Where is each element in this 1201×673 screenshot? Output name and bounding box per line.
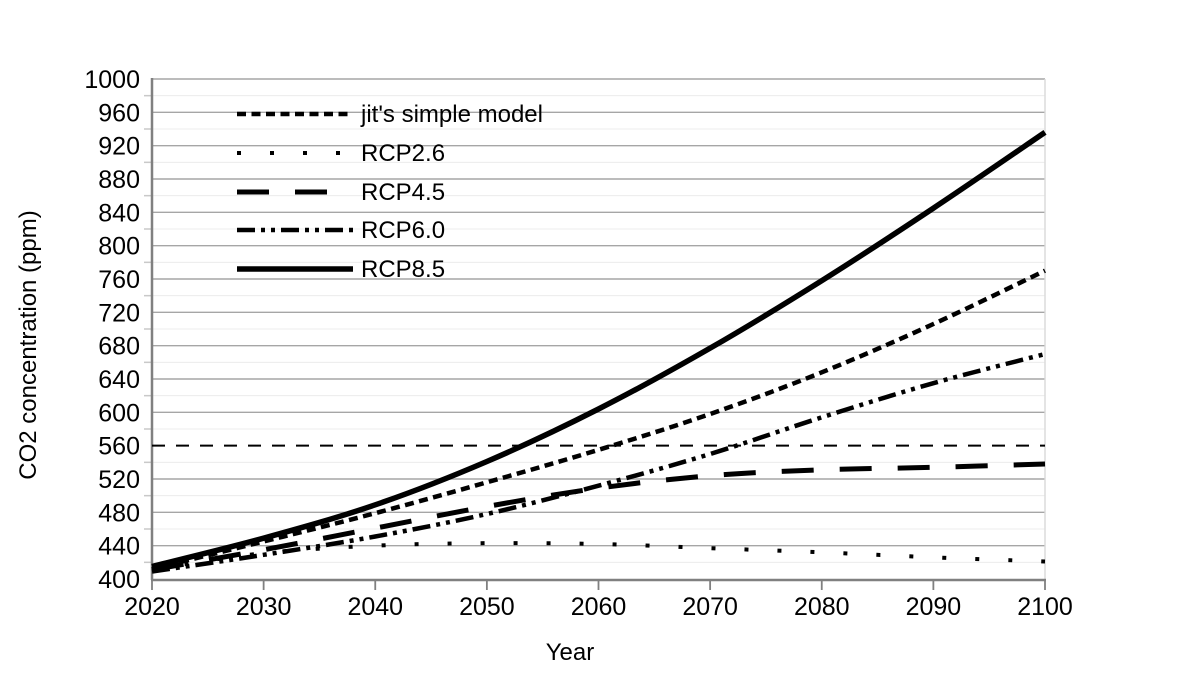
y-tick-label: 440 (98, 533, 140, 561)
y-axis-title: CO2 concentration (ppm) (15, 210, 42, 479)
y-tick-label: 840 (98, 199, 140, 227)
legend-item-rcp6-0: RCP6.0 (237, 217, 445, 244)
x-tick-label: 2080 (794, 593, 850, 621)
series-line-rcp6-0 (151, 351, 1046, 574)
y-tick-label: 480 (98, 499, 140, 527)
y-tick-label: 960 (98, 99, 140, 127)
legend-layer: jit's simple model RCP2.6 RCP4.5 RCP6.0 RCP8… (237, 101, 543, 283)
y-tick-label: 560 (98, 433, 140, 461)
series-layer (151, 130, 1047, 574)
x-tick-label: 2060 (571, 593, 627, 621)
legend-label: RCP8.5 (361, 256, 445, 283)
y-tick-label: 600 (98, 399, 140, 427)
legend-item-rcp4-5: RCP4.5 (237, 179, 445, 206)
y-tick-label: 1000 (84, 66, 140, 94)
legend-item-rcp2-6: RCP2.6 (237, 140, 445, 167)
x-axis-title: Year (546, 639, 595, 666)
legend-label: RCP6.0 (361, 217, 445, 244)
y-tick-label: 680 (98, 333, 140, 361)
y-tick-label: 720 (98, 299, 140, 327)
x-tick-label: 2030 (236, 593, 292, 621)
y-tick-label: 880 (98, 166, 140, 194)
series-line-jit-s-simple-model (151, 268, 1046, 572)
y-tick-label: 800 (98, 233, 140, 261)
x-tick-label: 2070 (682, 593, 738, 621)
y-tick-label: 760 (98, 266, 140, 294)
x-tick-label: 2050 (459, 593, 515, 621)
series-line-rcp4-5 (151, 461, 1046, 573)
y-tick-label: 520 (98, 466, 140, 494)
y-tick-label: 400 (98, 566, 140, 594)
x-tick-label: 2090 (906, 593, 962, 621)
x-tick-label: 2020 (124, 593, 180, 621)
series-line-rcp8-5 (151, 130, 1047, 570)
x-tick-label: 2040 (347, 593, 403, 621)
axis-layer (150, 78, 1046, 590)
legend-item-rcp8-5: RCP8.5 (237, 256, 445, 283)
grid-layer (144, 78, 1046, 579)
y-tick-label: 640 (98, 366, 140, 394)
x-tick-label: 2100 (1017, 593, 1073, 621)
legend-item-jit-s-simple-model: jit's simple model (237, 101, 543, 128)
y-tick-label: 920 (98, 133, 140, 161)
legend-label: RCP2.6 (361, 140, 445, 167)
legend-label: jit's simple model (360, 101, 543, 128)
label-layer: Year CO2 concentration (ppm) 2020 2030 204… (15, 66, 1073, 666)
legend-label: RCP4.5 (361, 179, 445, 206)
